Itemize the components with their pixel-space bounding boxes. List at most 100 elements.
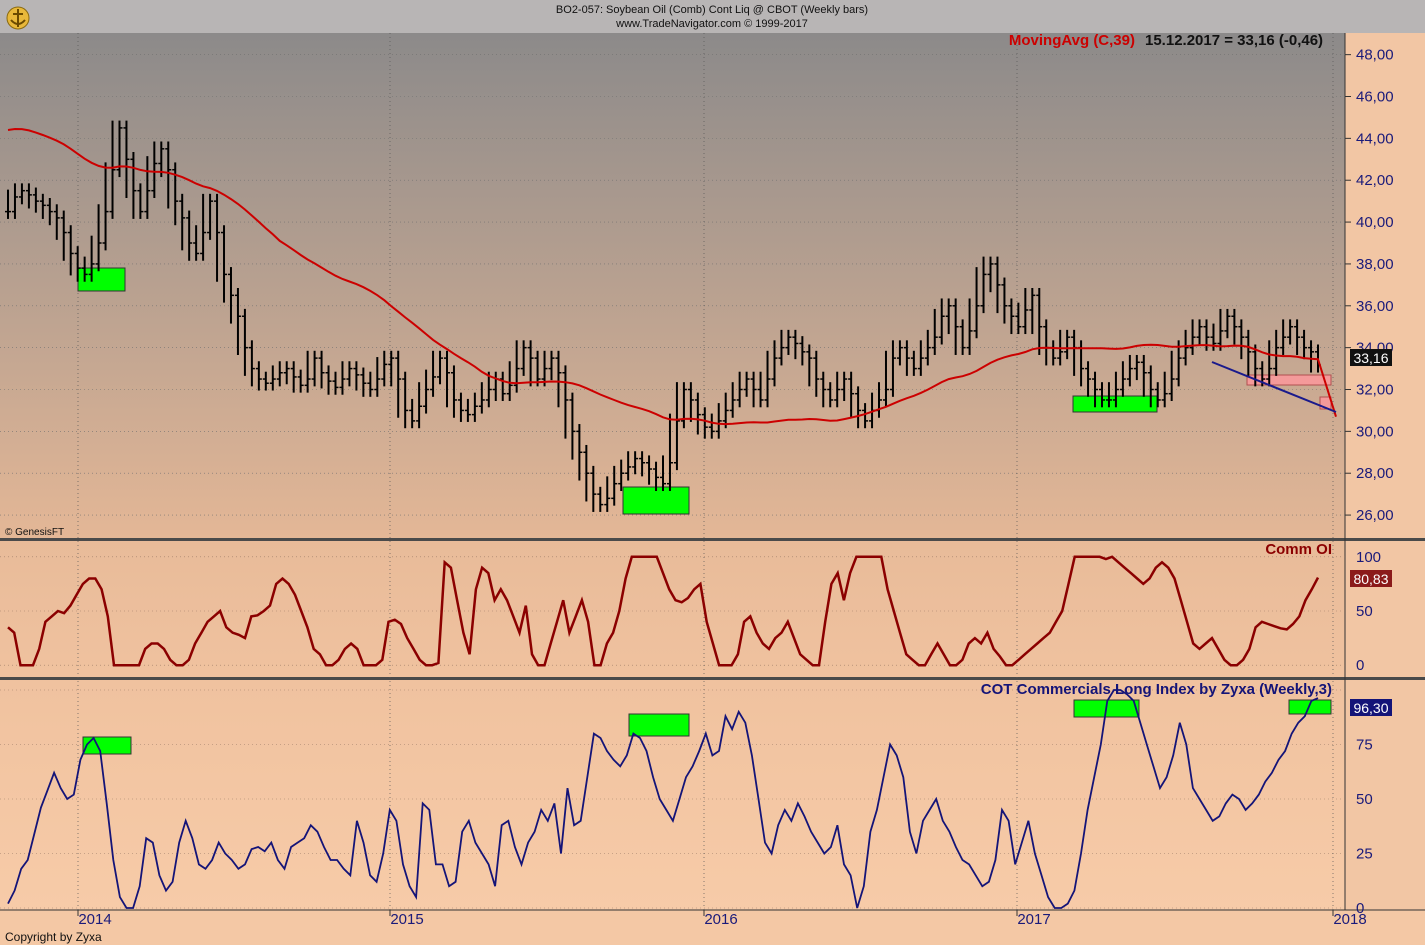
comm-oi-last-value: 80,83 xyxy=(1353,571,1388,587)
price-bar xyxy=(980,256,987,314)
cot-tick-label: 50 xyxy=(1356,791,1373,808)
price-bar xyxy=(1224,308,1231,339)
price-bar xyxy=(464,398,471,422)
cot-y-ticks: 0 25 50 75 xyxy=(1356,737,1373,918)
price-bar xyxy=(423,369,430,414)
price-tick-label: 32,00 xyxy=(1356,382,1394,399)
price-bar xyxy=(1168,350,1175,402)
price-bar xyxy=(583,444,590,502)
price-bar xyxy=(520,340,527,376)
price-bar xyxy=(374,357,381,397)
price-bar xyxy=(478,382,485,414)
price-bar xyxy=(994,256,1001,314)
price-bar xyxy=(1189,319,1196,355)
price-bar xyxy=(318,350,325,389)
price-bar xyxy=(1301,329,1308,360)
price-bar xyxy=(848,371,855,418)
trendline xyxy=(1211,361,1337,413)
price-bar xyxy=(736,371,743,408)
price-bar xyxy=(290,361,297,393)
price-bar xyxy=(806,344,813,387)
price-bar xyxy=(450,365,457,418)
price-y-ticks: 26,0028,0030,0032,0034,0036,0038,0040,00… xyxy=(1345,47,1394,524)
price-bar xyxy=(910,350,917,376)
price-bar xyxy=(1001,277,1008,324)
moving-average-line xyxy=(7,127,1337,426)
price-bar xyxy=(1196,319,1203,345)
price-bar xyxy=(625,451,632,481)
price-bar xyxy=(841,371,848,402)
price-bar xyxy=(722,392,729,429)
price-bar xyxy=(764,350,771,408)
price-bar xyxy=(966,298,973,355)
price-bar xyxy=(917,340,924,376)
price-bar xyxy=(541,350,548,387)
price-bar xyxy=(11,183,18,219)
price-bar xyxy=(241,308,248,376)
price-bar xyxy=(179,193,186,251)
price-bar xyxy=(597,486,604,512)
price-last-value: 33,16 xyxy=(1353,350,1388,366)
price-bar xyxy=(248,340,255,387)
price-bar xyxy=(1182,329,1189,366)
price-bar xyxy=(395,350,402,418)
price-tick-label: 28,00 xyxy=(1356,465,1394,482)
price-bar xyxy=(855,386,862,429)
price-bar xyxy=(25,183,32,209)
panel-divider-2 xyxy=(0,677,1425,680)
price-bar xyxy=(255,361,262,391)
price-bar xyxy=(186,210,193,261)
price-bar xyxy=(555,350,562,408)
x-tick-label: 2017 xyxy=(1017,911,1050,928)
watermark: © GenesisFT xyxy=(5,527,64,538)
price-bar xyxy=(1015,302,1022,335)
cot-gridlines xyxy=(0,689,1345,909)
price-bar xyxy=(778,329,785,366)
price-bar xyxy=(1119,361,1126,397)
price-bar xyxy=(1245,329,1252,376)
price-bar xyxy=(5,189,11,219)
price-bar xyxy=(388,350,395,387)
price-tick-label: 46,00 xyxy=(1356,89,1394,106)
price-bar xyxy=(562,365,569,439)
x-tick-label: 2016 xyxy=(704,911,737,928)
price-tick-label: 36,00 xyxy=(1356,298,1394,315)
x-tick-label: 2014 xyxy=(78,911,111,928)
price-bar xyxy=(457,392,464,422)
price-bar xyxy=(548,350,555,381)
price-bar xyxy=(367,371,374,397)
price-bar xyxy=(1140,354,1147,397)
price-bar xyxy=(402,371,409,429)
price-bar xyxy=(611,465,618,506)
price-bar xyxy=(311,350,318,387)
price-bar xyxy=(471,392,478,422)
price-bar xyxy=(32,187,39,213)
price-bar xyxy=(116,120,123,178)
price-bar xyxy=(67,225,74,276)
price-bar xyxy=(1280,319,1287,355)
price-bar xyxy=(269,365,276,391)
price-bar xyxy=(1147,365,1154,408)
price-bar xyxy=(227,267,234,324)
price-tick-label: 44,00 xyxy=(1356,130,1394,147)
price-bar xyxy=(102,162,109,251)
comm-oi-gridlines xyxy=(0,556,1345,666)
price-bar xyxy=(144,156,151,219)
price-bar xyxy=(1098,382,1105,408)
price-bar xyxy=(18,183,25,205)
price-bar xyxy=(799,336,806,366)
price-bar xyxy=(687,382,694,422)
price-tick-label: 26,00 xyxy=(1356,507,1394,524)
price-tick-label: 48,00 xyxy=(1356,47,1394,64)
cot-last-value: 96,30 xyxy=(1353,700,1388,716)
cot-last-value-badge: 96,30 xyxy=(1350,699,1392,716)
price-bar xyxy=(53,204,60,240)
price-bar xyxy=(1273,329,1280,376)
price-bar xyxy=(437,350,444,385)
price-bar xyxy=(569,392,576,460)
moving-average-label: MovingAvg (C,39) xyxy=(1009,32,1135,49)
price-bar xyxy=(534,350,541,387)
price-bar xyxy=(813,350,820,397)
price-bar xyxy=(945,298,952,335)
price-bar xyxy=(234,288,241,355)
